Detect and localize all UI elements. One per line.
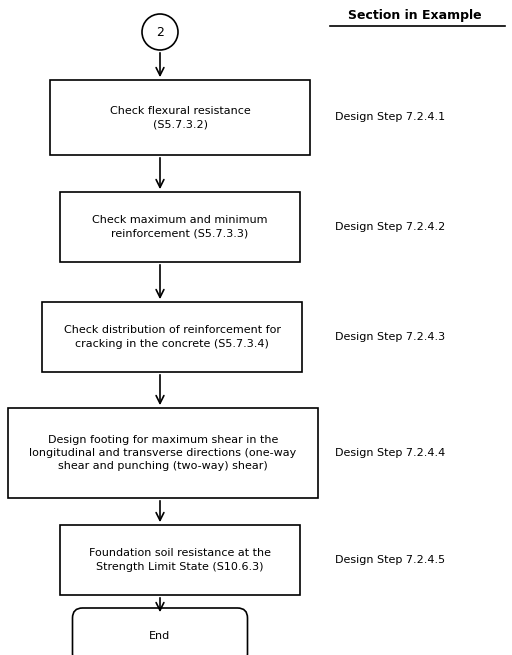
Text: Foundation soil resistance at the
Strength Limit State (S10.6.3): Foundation soil resistance at the Streng… [89,548,271,572]
Text: Design footing for maximum shear in the
longitudinal and transverse directions (: Design footing for maximum shear in the … [29,435,296,471]
Text: Check maximum and minimum
reinforcement (S5.7.3.3): Check maximum and minimum reinforcement … [92,215,268,238]
FancyBboxPatch shape [73,608,247,655]
Text: Section in Example: Section in Example [348,10,482,22]
Bar [60,192,300,262]
Text: Design Step 7.2.4.2: Design Step 7.2.4.2 [335,222,445,232]
Text: Check flexural resistance
(S5.7.3.2): Check flexural resistance (S5.7.3.2) [110,106,250,129]
Bar [60,525,300,595]
Bar [50,80,310,155]
Bar [8,408,318,498]
Text: Design Step 7.2.4.5: Design Step 7.2.4.5 [335,555,445,565]
Text: Design Step 7.2.4.4: Design Step 7.2.4.4 [335,448,445,458]
Text: End: End [150,631,170,641]
Bar [42,302,302,372]
Text: Check distribution of reinforcement for
cracking in the concrete (S5.7.3.4): Check distribution of reinforcement for … [63,326,281,348]
Text: 2: 2 [156,26,164,39]
Text: Design Step 7.2.4.1: Design Step 7.2.4.1 [335,113,445,122]
Text: Design Step 7.2.4.3: Design Step 7.2.4.3 [335,332,445,342]
